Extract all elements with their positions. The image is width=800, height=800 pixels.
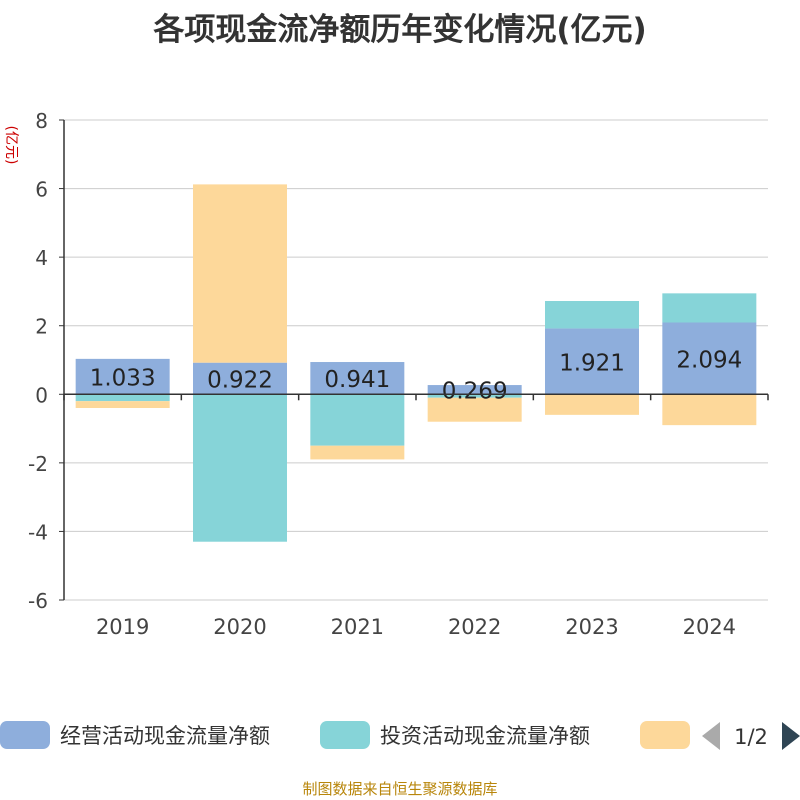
x-tick-label: 2024: [683, 615, 736, 639]
bar-2019-series-2[interactable]: [75, 394, 170, 402]
bar-2020-series-3[interactable]: [193, 184, 287, 363]
bar-2023-series-2[interactable]: [545, 300, 639, 329]
y-tick-label: -2: [28, 452, 48, 476]
data-label-2021: 0.941: [324, 367, 390, 393]
bar-2019-series-1[interactable]: [75, 358, 170, 395]
bar-2021-series-2[interactable]: [310, 394, 405, 446]
data-label-2024: 2.094: [676, 347, 742, 373]
legend-swatch-3[interactable]: [640, 721, 690, 749]
legend-label-1[interactable]: 经营活动现金流量净额: [60, 724, 270, 748]
data-label-2022: 0.269: [442, 379, 508, 405]
y-axis-label: (亿元): [3, 126, 19, 165]
y-tick-label: 6: [35, 178, 48, 202]
bar-2023-series-3[interactable]: [545, 394, 639, 415]
bar-2021-series-3[interactable]: [310, 445, 405, 460]
bar-2024-series-1[interactable]: [662, 322, 757, 395]
y-tick-label: -4: [28, 520, 48, 544]
y-tick-label: -6: [28, 589, 48, 613]
bar-2022-series-3[interactable]: [427, 397, 522, 422]
bar-2019-series-3[interactable]: [75, 401, 170, 408]
bar-2022-series-2[interactable]: [427, 394, 522, 398]
y-tick-label: 8: [35, 109, 48, 133]
data-label-2023: 1.921: [559, 350, 625, 376]
data-label-2020: 0.922: [207, 367, 273, 393]
legend-page-indicator: 1/2: [734, 725, 768, 749]
legend-swatch-1[interactable]: [0, 721, 50, 749]
x-tick-label: 2020: [213, 615, 266, 639]
data-source-note: 制图数据来自恒生聚源数据库: [302, 780, 498, 798]
y-tick-label: 0: [35, 383, 48, 407]
chart-title: 各项现金流净额历年变化情况(亿元): [153, 12, 647, 48]
x-tick-label: 2022: [448, 615, 501, 639]
bar-2022-series-1[interactable]: [427, 385, 522, 395]
y-tick-label: 4: [35, 246, 48, 270]
bar-2023-series-1[interactable]: [545, 328, 639, 395]
x-tick-label: 2021: [331, 615, 384, 639]
bar-2024-series-2[interactable]: [662, 293, 757, 323]
legend-next-page-icon[interactable]: [782, 722, 800, 750]
bar-2020-series-2[interactable]: [193, 394, 287, 542]
legend-label-2[interactable]: 投资活动现金流量净额: [380, 724, 590, 748]
x-tick-label: 2023: [565, 615, 618, 639]
bar-2021-series-1[interactable]: [310, 362, 405, 395]
legend-swatch-2[interactable]: [320, 721, 370, 749]
bar-2020-series-1[interactable]: [193, 362, 287, 395]
x-tick-label: 2019: [96, 615, 149, 639]
bar-2024-series-3[interactable]: [662, 394, 757, 426]
data-label-2019: 1.033: [90, 366, 156, 392]
legend-prev-page-icon[interactable]: [702, 722, 720, 750]
y-tick-label: 2: [35, 315, 48, 339]
